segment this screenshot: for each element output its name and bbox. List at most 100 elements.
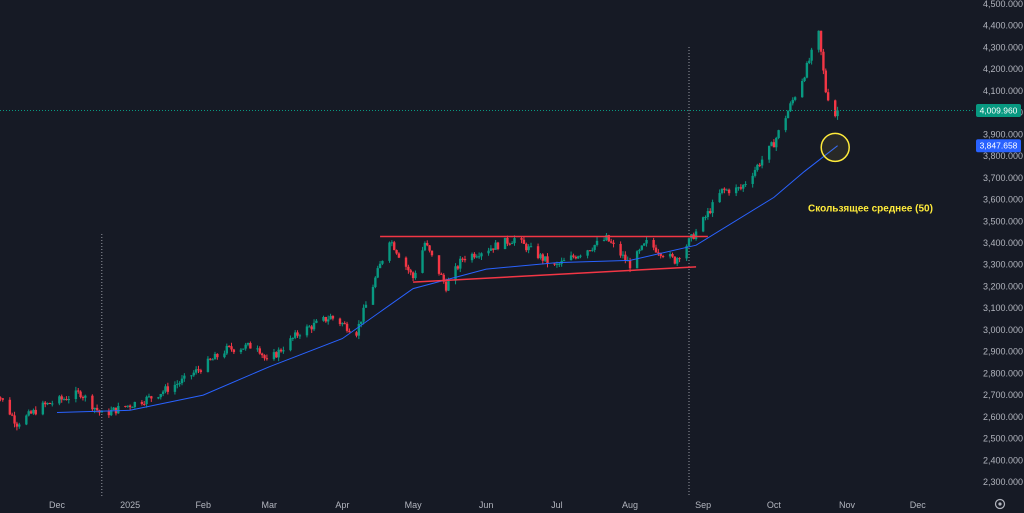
candle-body bbox=[836, 110, 839, 117]
candle-body bbox=[376, 268, 379, 278]
candle-body bbox=[147, 396, 151, 398]
x-tick-label: Dec bbox=[49, 500, 66, 510]
candle-body bbox=[27, 411, 30, 416]
highlight-circle[interactable] bbox=[820, 132, 850, 163]
candle-body bbox=[364, 304, 368, 308]
candle-body bbox=[192, 372, 195, 376]
candle-body bbox=[265, 358, 269, 360]
x-tick-label: Dec bbox=[910, 500, 927, 510]
candle-body bbox=[685, 245, 688, 259]
y-tick-label: 2,300.000 bbox=[983, 477, 1023, 487]
candle-body bbox=[470, 253, 474, 261]
settings-icon[interactable] bbox=[994, 498, 1006, 510]
ma-price-tag: 3,847.658 bbox=[976, 139, 1021, 153]
candle-body bbox=[404, 257, 408, 267]
candle-body bbox=[760, 159, 764, 166]
candle-body bbox=[263, 355, 266, 359]
candle-body bbox=[742, 184, 745, 189]
candle-body bbox=[489, 248, 493, 251]
support-line[interactable] bbox=[413, 266, 697, 283]
candle-body bbox=[230, 346, 233, 350]
candle-body bbox=[822, 51, 825, 71]
candle-body bbox=[194, 369, 198, 373]
candle-body bbox=[331, 315, 335, 319]
candle-body bbox=[810, 49, 813, 61]
candle-body bbox=[223, 353, 226, 358]
candle-body bbox=[456, 266, 460, 269]
candle-body bbox=[591, 249, 594, 251]
y-tick-label: 2,500.000 bbox=[983, 434, 1023, 444]
candle-body bbox=[756, 164, 759, 170]
candle-body bbox=[588, 250, 592, 252]
candle-body bbox=[414, 272, 417, 279]
candle-body bbox=[209, 358, 212, 360]
candle-body bbox=[378, 263, 382, 269]
candle-body bbox=[178, 383, 181, 385]
candle-body bbox=[459, 258, 462, 269]
candle-body bbox=[164, 386, 167, 392]
x-tick-label: Jul bbox=[551, 500, 563, 510]
candle-body bbox=[657, 252, 660, 254]
candle-body bbox=[737, 187, 740, 189]
candle-body bbox=[124, 405, 127, 407]
candle-body bbox=[256, 348, 259, 350]
x-axis[interactable]: Dec 2025 Feb Mar Apr May Jun Jul Aug Sep Oct Nov Dec bbox=[49, 500, 926, 510]
candle-body bbox=[397, 253, 401, 258]
candle-body bbox=[246, 342, 250, 345]
candle-body bbox=[25, 415, 28, 425]
moving-average-line bbox=[56, 145, 838, 413]
candle-body bbox=[67, 398, 70, 401]
candle-body bbox=[586, 250, 589, 256]
candle-body bbox=[298, 335, 302, 337]
candle-body bbox=[8, 399, 12, 415]
candle-body bbox=[803, 77, 806, 81]
candle-body bbox=[312, 322, 316, 330]
candle-body bbox=[291, 337, 295, 339]
candle-body bbox=[362, 307, 365, 322]
candle-body bbox=[341, 323, 344, 325]
candle-body bbox=[753, 169, 757, 176]
candle-body bbox=[395, 250, 398, 254]
candle-body bbox=[673, 256, 677, 264]
candle-body bbox=[51, 403, 54, 405]
x-tick-label: Sep bbox=[695, 500, 711, 510]
candle-body bbox=[159, 394, 162, 398]
x-tick-label: Nov bbox=[839, 500, 856, 510]
candle-body bbox=[607, 235, 611, 242]
candle-body bbox=[723, 188, 726, 190]
candle-body bbox=[447, 280, 450, 291]
current-price-value: 4,009.960 bbox=[980, 105, 1018, 115]
y-axis[interactable]: 4,500.000 4,400.000 4,300.000 4,200.000 4,10… bbox=[983, 0, 1023, 487]
candle-body bbox=[206, 358, 210, 372]
y-tick-label: 3,500.000 bbox=[983, 216, 1023, 226]
ma-annotation[interactable]: Скользящее среднее (50) bbox=[808, 203, 933, 214]
x-tick-label: Feb bbox=[195, 500, 211, 510]
candle-body bbox=[706, 211, 710, 218]
candle-body bbox=[126, 405, 129, 407]
candle-body bbox=[444, 281, 448, 291]
candle-body bbox=[100, 411, 104, 413]
candle-body bbox=[421, 250, 424, 273]
candle-body bbox=[546, 256, 549, 264]
candle-body bbox=[770, 142, 773, 146]
candle-body bbox=[225, 345, 228, 354]
candle-body bbox=[199, 370, 203, 372]
candle-body bbox=[227, 345, 231, 347]
y-tick-label: 2,800.000 bbox=[983, 368, 1023, 378]
candle-body bbox=[711, 202, 714, 214]
y-tick-label: 3,700.000 bbox=[983, 173, 1023, 183]
candle-body bbox=[744, 183, 747, 185]
y-tick-label: 2,400.000 bbox=[983, 455, 1023, 465]
x-tick-label: Mar bbox=[261, 500, 277, 510]
x-tick-label: Apr bbox=[335, 500, 349, 510]
candle-body bbox=[357, 323, 361, 336]
candle-body bbox=[574, 256, 578, 259]
y-tick-label: 3,400.000 bbox=[983, 238, 1023, 248]
candle-body bbox=[381, 260, 384, 264]
candle-body bbox=[176, 383, 179, 385]
candle-body bbox=[628, 260, 632, 269]
y-tick-label: 3,300.000 bbox=[983, 260, 1023, 270]
x-tick-label: Oct bbox=[767, 500, 782, 510]
candle-body bbox=[110, 409, 113, 416]
